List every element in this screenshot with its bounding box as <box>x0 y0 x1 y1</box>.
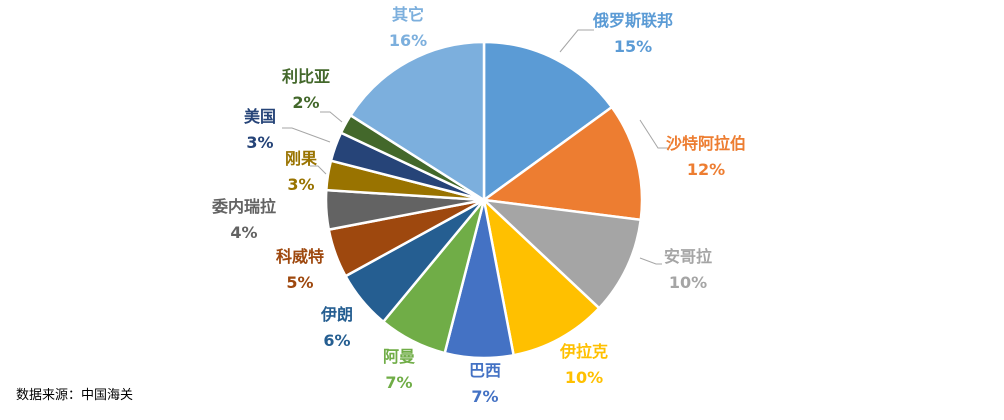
pie-slice-12 <box>348 40 486 203</box>
slice-name-label-10: 美国 <box>244 107 276 126</box>
leader-line-2 <box>639 257 662 265</box>
pie-slice-0 <box>482 40 614 203</box>
source-note: 数据来源：中国海关 <box>16 388 134 403</box>
slice-name-label-0: 俄罗斯联邦 <box>592 11 673 30</box>
slice-percent-label-3: 10% <box>565 368 603 387</box>
slice-name-label-4: 巴西 <box>469 361 501 380</box>
slice-name-label-12: 其它 <box>392 5 424 24</box>
slice-percent-label-1: 12% <box>687 160 725 179</box>
slice-percent-label-5: 7% <box>385 373 412 392</box>
slice-name-label-9: 刚果 <box>285 149 317 168</box>
slice-percent-label-10: 3% <box>246 133 273 152</box>
leader-line-1 <box>639 119 668 149</box>
slice-percent-label-4: 7% <box>471 387 498 406</box>
pie-slice-1 <box>480 105 644 222</box>
leader-line-10 <box>282 127 331 143</box>
slice-name-label-11: 利比亚 <box>282 67 330 86</box>
slice-name-label-2: 安哥拉 <box>664 247 712 266</box>
leader-line-11 <box>320 111 343 123</box>
leader-line-0 <box>559 29 594 53</box>
slice-percent-label-12: 16% <box>389 31 427 50</box>
slice-name-label-5: 阿曼 <box>383 347 415 366</box>
slice-percent-label-6: 6% <box>323 331 350 350</box>
leader-line-9 <box>310 165 327 175</box>
slice-name-label-6: 伊朗 <box>320 305 353 324</box>
pie-slice-2 <box>480 198 643 310</box>
slice-percent-label-0: 15% <box>614 37 652 56</box>
slice-name-label-8: 委内瑞拉 <box>211 197 276 216</box>
slice-percent-label-2: 10% <box>669 273 707 292</box>
slice-name-label-3: 伊拉克 <box>559 342 608 361</box>
slice-percent-label-8: 4% <box>230 223 257 242</box>
slice-percent-label-11: 2% <box>292 93 319 112</box>
slice-percent-label-9: 3% <box>287 175 314 194</box>
slice-percent-label-7: 5% <box>286 273 313 292</box>
pie-slice-3 <box>482 196 601 357</box>
slice-name-label-1: 沙特阿拉伯 <box>666 134 746 153</box>
slice-name-label-7: 科威特 <box>276 247 324 266</box>
